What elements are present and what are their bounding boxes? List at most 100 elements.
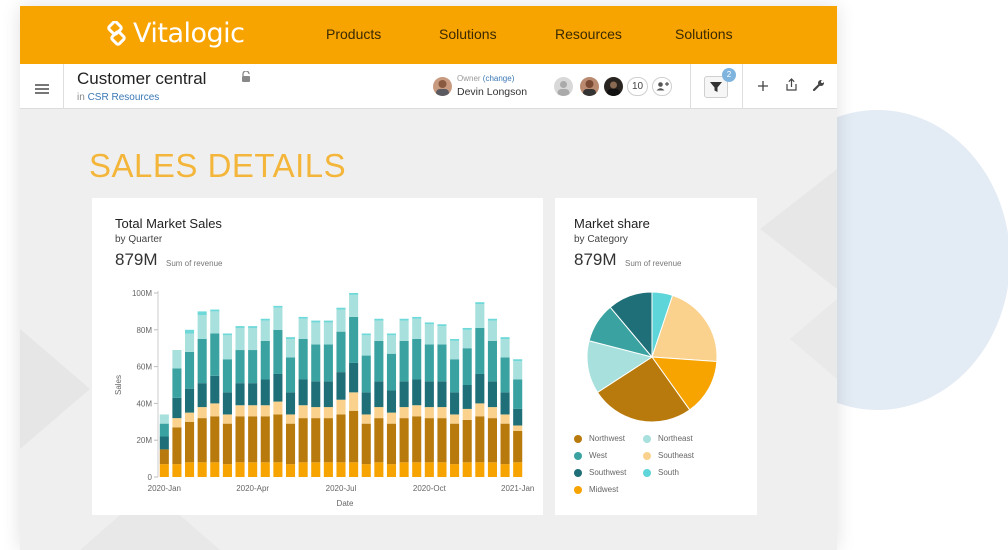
bar-segment-northeast[interactable] (386, 335, 397, 354)
bar-segment-southwest[interactable] (487, 381, 497, 408)
bar-segment-southwest[interactable] (260, 379, 270, 406)
bar-segment-northeast[interactable] (437, 326, 447, 345)
bar-segment-midwest[interactable] (412, 462, 422, 477)
bar-segment-west[interactable] (197, 339, 207, 384)
bar-segment-west[interactable] (323, 344, 333, 382)
bar-segment-southeast[interactable] (248, 405, 258, 417)
bar-segment-south[interactable] (437, 324, 447, 327)
bar-segment-southeast[interactable] (222, 414, 232, 424)
bar-segment-southwest[interactable] (172, 397, 182, 419)
bar-segment-northwest[interactable] (248, 416, 258, 463)
bar-segment-southeast[interactable] (513, 425, 523, 431)
bar-segment-southwest[interactable] (222, 392, 232, 415)
bar-segment-west[interactable] (437, 344, 447, 382)
bar-segment-northeast[interactable] (500, 339, 510, 358)
bar-segment-south[interactable] (260, 318, 270, 321)
bar-segment-midwest[interactable] (424, 462, 434, 477)
bar-segment-northwest[interactable] (222, 423, 232, 465)
bar-segment-southeast[interactable] (285, 414, 296, 424)
bar-segment-southeast[interactable] (311, 407, 321, 419)
bar-segment-northwest[interactable] (273, 414, 283, 463)
bar-segment-northeast[interactable] (349, 294, 359, 317)
bar-segment-midwest[interactable] (159, 464, 169, 477)
bar-segment-west[interactable] (159, 423, 169, 437)
bar-segment-west[interactable] (412, 339, 422, 380)
bar-segment-southwest[interactable] (437, 381, 447, 408)
bar-segment-southeast[interactable] (450, 414, 460, 424)
bar-segment-northeast[interactable] (197, 315, 207, 339)
legend-item-midwest[interactable]: Midwest (574, 485, 618, 494)
nav-resources[interactable]: Resources (555, 26, 622, 42)
bar-segment-northwest[interactable] (197, 418, 207, 463)
bar-segment-south[interactable] (336, 307, 346, 310)
bar-segment-southwest[interactable] (513, 408, 523, 426)
bar-segment-northwest[interactable] (424, 418, 434, 463)
bar-segment-southwest[interactable] (399, 381, 409, 408)
bar-segment-midwest[interactable] (500, 464, 510, 477)
bar-segment-west[interactable] (210, 333, 220, 376)
bar-segment-northeast[interactable] (185, 333, 195, 352)
add-icon[interactable] (757, 80, 769, 92)
bar-segment-southwest[interactable] (336, 372, 346, 400)
legend-item-south[interactable]: South (643, 468, 679, 477)
bar-segment-southeast[interactable] (399, 407, 409, 419)
bar-segment-southeast[interactable] (298, 405, 308, 419)
bar-segment-northwest[interactable] (185, 421, 195, 463)
bar-segment-northwest[interactable] (487, 418, 497, 463)
add-user-button[interactable] (652, 77, 672, 96)
bar-segment-south[interactable] (210, 309, 220, 312)
bar-segment-west[interactable] (235, 350, 245, 384)
bar-segment-midwest[interactable] (248, 462, 258, 477)
bar-segment-southeast[interactable] (412, 405, 422, 417)
bar-segment-southwest[interactable] (235, 383, 245, 406)
bar-segment-southwest[interactable] (361, 392, 371, 415)
legend-item-southwest[interactable]: Southwest (574, 468, 626, 477)
bar-segment-northeast[interactable] (210, 311, 220, 334)
bar-segment-northwest[interactable] (475, 416, 485, 463)
bar-segment-northwest[interactable] (437, 418, 447, 463)
bar-segment-midwest[interactable] (374, 462, 384, 477)
bar-segment-south[interactable] (386, 333, 397, 336)
bar-segment-midwest[interactable] (399, 462, 409, 477)
bar-segment-midwest[interactable] (361, 464, 371, 477)
collaborator-avatar[interactable] (580, 77, 599, 96)
bar-segment-northeast[interactable] (248, 327, 258, 351)
bar-segment-south[interactable] (349, 293, 359, 295)
bar-segment-northwest[interactable] (260, 416, 270, 463)
bar-segment-midwest[interactable] (298, 462, 308, 477)
bar-segment-northeast[interactable] (285, 339, 296, 358)
bar-segment-south[interactable] (197, 311, 207, 316)
menu-icon[interactable] (35, 84, 49, 96)
bar-segment-midwest[interactable] (222, 464, 232, 477)
bar-segment-northwest[interactable] (450, 423, 460, 465)
bar-segment-northeast[interactable] (273, 307, 283, 330)
bar-segment-southeast[interactable] (386, 412, 397, 424)
bar-segment-southwest[interactable] (248, 383, 258, 406)
bar-segment-south[interactable] (235, 326, 245, 328)
bar-segment-west[interactable] (513, 379, 523, 409)
bar-segment-southeast[interactable] (349, 392, 359, 411)
bar-segment-west[interactable] (475, 327, 485, 374)
bar-segment-southeast[interactable] (361, 414, 371, 424)
bar-segment-southeast[interactable] (462, 408, 472, 420)
bar-segment-west[interactable] (487, 340, 497, 382)
bar-segment-south[interactable] (450, 339, 460, 341)
bar-segment-southwest[interactable] (475, 373, 485, 404)
bar-segment-northeast[interactable] (172, 350, 182, 369)
bar-segment-southwest[interactable] (412, 379, 422, 406)
bar-segment-southeast[interactable] (235, 405, 245, 417)
bar-segment-midwest[interactable] (323, 462, 333, 477)
bar-segment-southeast[interactable] (273, 401, 283, 415)
bar-segment-west[interactable] (386, 353, 397, 391)
bar-segment-northwest[interactable] (323, 418, 333, 463)
bar-segment-northeast[interactable] (323, 322, 333, 345)
bar-segment-southeast[interactable] (500, 414, 510, 424)
bar-segment-south[interactable] (424, 322, 434, 325)
bar-segment-midwest[interactable] (285, 464, 296, 477)
bar-segment-northeast[interactable] (513, 361, 523, 380)
bar-segment-northeast[interactable] (159, 414, 169, 424)
bar-segment-midwest[interactable] (336, 462, 346, 477)
bar-segment-northwest[interactable] (285, 423, 296, 465)
bar-segment-southeast[interactable] (437, 407, 447, 419)
bar-segment-northeast[interactable] (336, 309, 346, 332)
